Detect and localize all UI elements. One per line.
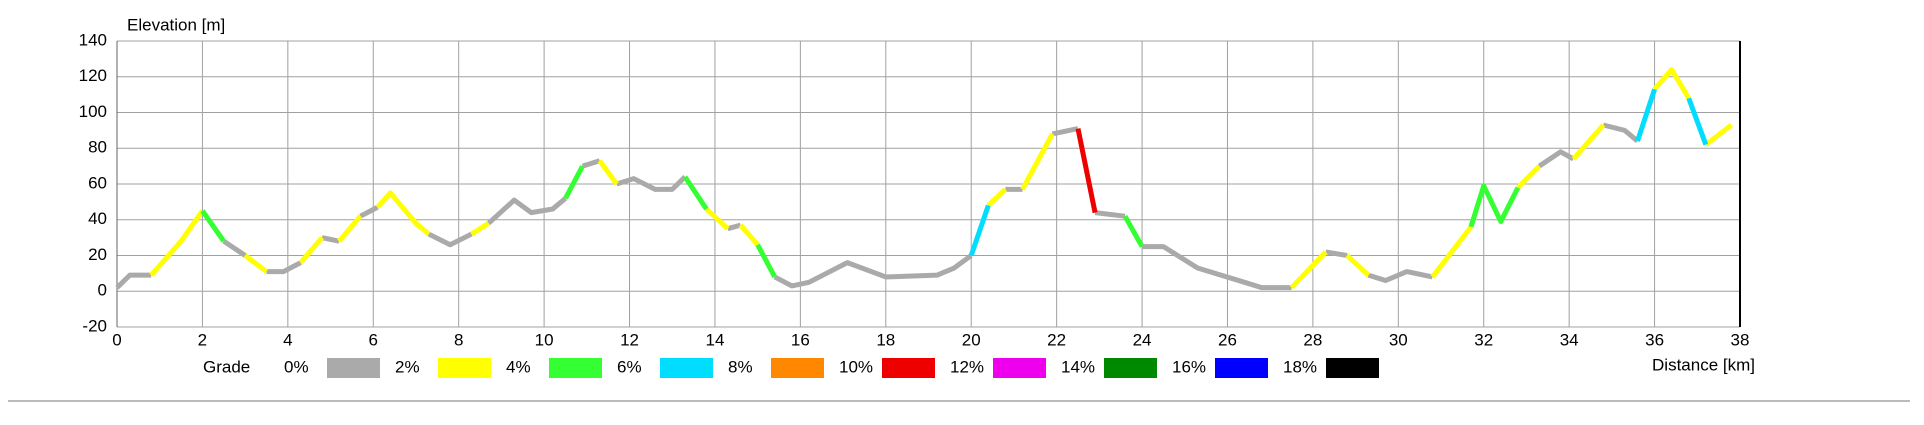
elevation-segment (968, 88, 1709, 257)
legend-swatch (882, 358, 935, 378)
legend-label: 4% (506, 357, 531, 376)
legend-label: 2% (395, 357, 420, 376)
x-tick-label: 28 (1303, 330, 1322, 349)
legend-swatch (327, 358, 380, 378)
x-tick-label: 30 (1389, 330, 1408, 349)
y-tick-label: 60 (88, 173, 107, 192)
x-tick-label: 20 (962, 330, 981, 349)
legend-swatch (438, 358, 491, 378)
y-tick-label: 100 (79, 102, 107, 121)
y-tick-label: 80 (88, 138, 107, 157)
x-tick-label: 4 (283, 330, 292, 349)
legend-label: 6% (617, 357, 642, 376)
legend-swatch (1215, 358, 1268, 378)
legend-title: Grade (203, 357, 250, 376)
legend-label: 12% (950, 357, 984, 376)
x-axis-label: Distance [km] (1652, 355, 1755, 374)
y-axis-label: Elevation [m] (127, 15, 225, 34)
x-tick-label: 24 (1133, 330, 1152, 349)
x-tick-label: 34 (1560, 330, 1579, 349)
y-tick-label: 140 (79, 30, 107, 49)
x-tick-label: 10 (535, 330, 554, 349)
x-tick-label: 32 (1474, 330, 1493, 349)
x-tick-label: 0 (112, 330, 121, 349)
elevation-segment (1075, 128, 1098, 214)
elevation-segment (149, 67, 1733, 290)
x-tick-label: 2 (198, 330, 207, 349)
legend-swatch (660, 358, 713, 378)
x-tick-label: 12 (620, 330, 639, 349)
legend-label: 8% (728, 357, 753, 376)
legend-swatch (1326, 358, 1379, 378)
x-tick-label: 18 (876, 330, 895, 349)
legend-label: 16% (1172, 357, 1206, 376)
elevation-segment (200, 164, 1521, 279)
y-tick-label: -20 (82, 316, 107, 335)
x-tick-label: 36 (1645, 330, 1664, 349)
legend-label: 0% (284, 357, 309, 376)
x-tick-label: 38 (1731, 330, 1750, 349)
x-tick-label: 6 (369, 330, 378, 349)
x-tick-label: 14 (705, 330, 724, 349)
x-tick-label: 26 (1218, 330, 1237, 349)
y-tick-label: 40 (88, 209, 107, 228)
legend-label: 18% (1283, 357, 1317, 376)
y-tick-label: 120 (79, 66, 107, 85)
legend-label: 10% (839, 357, 873, 376)
legend-swatch (771, 358, 824, 378)
elevation-segment (115, 122, 1640, 291)
x-tick-label: 8 (454, 330, 463, 349)
legend-label: 14% (1061, 357, 1095, 376)
legend-swatch (993, 358, 1046, 378)
y-tick-label: 20 (88, 245, 107, 264)
x-tick-label: 16 (791, 330, 810, 349)
y-tick-label: 0 (98, 281, 107, 300)
legend-swatch (549, 358, 602, 378)
x-tick-label: 22 (1047, 330, 1066, 349)
legend-swatch (1104, 358, 1157, 378)
